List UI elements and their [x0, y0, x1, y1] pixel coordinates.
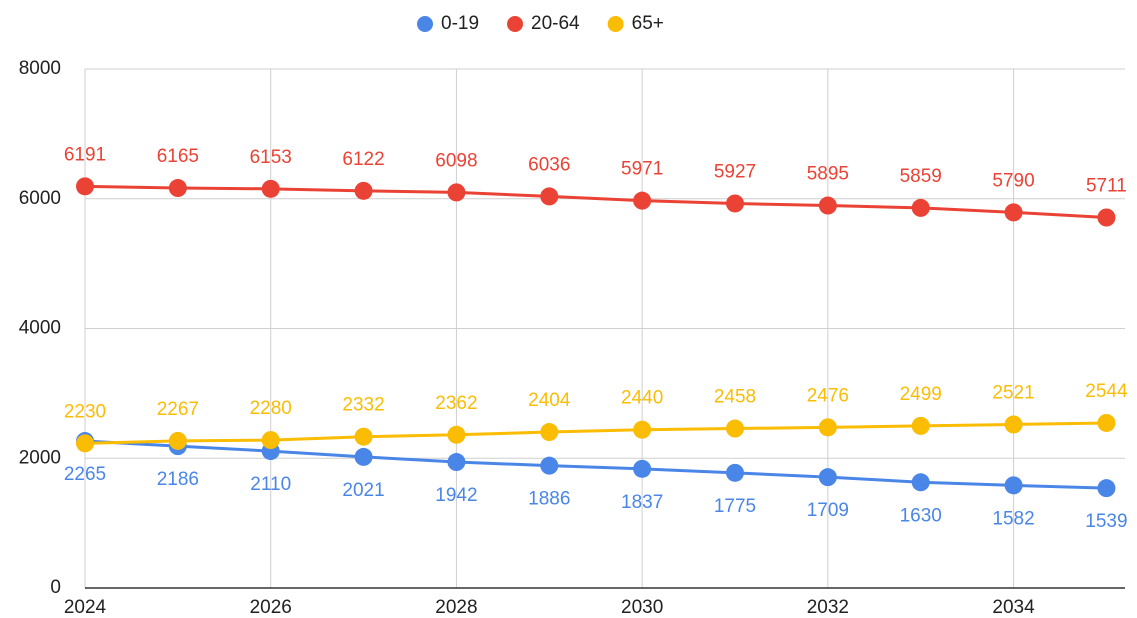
- point: [818, 468, 837, 487]
- point: [1097, 479, 1116, 498]
- data-label: 6191: [64, 144, 106, 165]
- data-label: 2332: [342, 395, 384, 416]
- data-label: 6122: [342, 149, 384, 170]
- data-label: 2265: [64, 464, 106, 485]
- data-label: 1942: [435, 485, 477, 506]
- data-label: 5971: [621, 159, 663, 180]
- point: [1097, 413, 1116, 432]
- point: [633, 191, 652, 210]
- point: [633, 459, 652, 478]
- point: [354, 447, 373, 466]
- point: [911, 473, 930, 492]
- series-line: [84, 184, 1107, 219]
- data-label: 2280: [250, 398, 292, 419]
- data-label: 6098: [435, 150, 477, 171]
- data-label: 5895: [807, 164, 849, 185]
- point: [1004, 476, 1023, 495]
- data-label: 2404: [528, 390, 571, 411]
- point: [1004, 415, 1023, 434]
- point: [354, 427, 373, 446]
- point: [540, 187, 559, 206]
- data-label: 2110: [250, 474, 291, 495]
- data-label: 5859: [900, 166, 942, 187]
- data-label: 2021: [342, 480, 384, 501]
- data-label: 1886: [528, 489, 570, 510]
- data-label: 1709: [807, 500, 849, 521]
- data-label: 1775: [714, 496, 756, 517]
- point: [1097, 208, 1116, 227]
- point: [447, 453, 466, 472]
- data-label: 1630: [900, 505, 942, 526]
- legend-marker: [507, 16, 524, 32]
- point: [911, 198, 930, 217]
- point: [447, 183, 466, 202]
- point: [168, 179, 187, 198]
- legend-label: 20-64: [531, 13, 580, 34]
- x-tick-label: 2028: [435, 597, 477, 618]
- point: [726, 463, 744, 482]
- data-label: 5790: [992, 170, 1034, 191]
- data-label: 2521: [992, 382, 1034, 403]
- point: [447, 425, 466, 444]
- data-label: 2230: [64, 401, 106, 422]
- data-label: 1539: [1085, 511, 1127, 532]
- point: [633, 420, 652, 439]
- point: [1004, 203, 1023, 222]
- data-label: 2499: [900, 384, 942, 405]
- data-label: 6153: [250, 147, 292, 168]
- point: [818, 418, 837, 437]
- point: [261, 431, 280, 450]
- data-label: 1582: [992, 508, 1034, 529]
- point: [261, 179, 280, 198]
- point: [354, 181, 373, 200]
- data-label: 2544: [1085, 381, 1128, 402]
- x-tick-label: 2032: [807, 597, 849, 618]
- legend-marker: [417, 16, 433, 32]
- data-label: 2362: [435, 393, 477, 414]
- data-label: 1837: [621, 492, 663, 513]
- point: [168, 431, 187, 450]
- point: [726, 194, 744, 213]
- x-tick-label: 2024: [64, 597, 107, 618]
- data-label: 2440: [621, 388, 663, 409]
- point: [911, 416, 930, 435]
- data-label: 5711: [1086, 176, 1127, 197]
- point: [726, 419, 744, 438]
- y-tick-label: 2000: [19, 447, 61, 468]
- y-tick-label: 0: [50, 577, 61, 598]
- point: [540, 423, 559, 442]
- data-label: 5927: [714, 162, 756, 183]
- data-label: 6036: [528, 154, 570, 175]
- y-tick-label: 8000: [19, 58, 61, 79]
- series-line: [84, 439, 1107, 490]
- legend-label: 0-19: [441, 13, 479, 34]
- series-line: [84, 421, 1107, 445]
- data-label: 2267: [157, 399, 199, 420]
- x-tick-label: 2026: [250, 597, 292, 618]
- point: [540, 456, 559, 475]
- data-label: 2186: [157, 469, 199, 490]
- x-tick-label: 2030: [621, 597, 663, 618]
- data-label: 2458: [714, 387, 756, 408]
- point: [76, 177, 94, 196]
- x-tick-label: 2034: [992, 597, 1035, 618]
- point: [76, 434, 94, 453]
- legend-marker: [607, 16, 624, 32]
- data-label: 2476: [807, 385, 849, 406]
- legend-label: 65+: [632, 13, 664, 34]
- data-label: 6165: [157, 146, 199, 167]
- y-tick-label: 6000: [19, 188, 61, 209]
- y-tick-label: 4000: [19, 318, 61, 339]
- point: [818, 196, 837, 215]
